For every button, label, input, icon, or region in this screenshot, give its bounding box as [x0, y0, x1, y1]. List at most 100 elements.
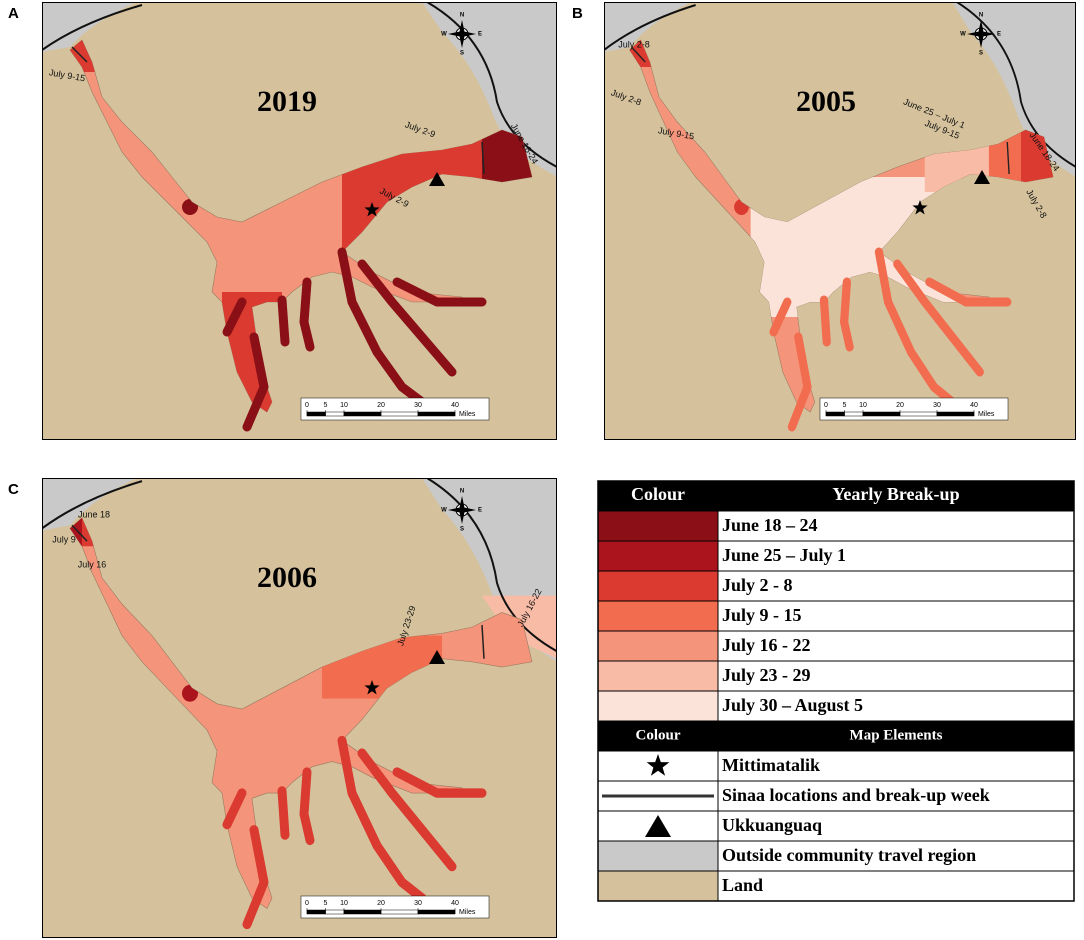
fjord-arm [337, 247, 427, 407]
scale-segment [380, 909, 419, 915]
star-marker [364, 202, 380, 217]
scale-segment [343, 411, 382, 417]
sinaa-line [481, 624, 485, 659]
scale-unit: Miles [459, 411, 476, 418]
legend-swatch [598, 511, 718, 541]
scale-tick-label: 40 [451, 402, 459, 409]
compass-letter: N [460, 13, 464, 19]
compass-letter: S [979, 51, 983, 57]
scale-tick-label: 0 [305, 402, 309, 409]
triangle-marker [429, 172, 445, 186]
scale-segment [325, 411, 345, 417]
scale-tick-label: 30 [933, 402, 941, 409]
scale-segment [899, 411, 938, 417]
star-marker [912, 200, 928, 215]
legend-swatch [598, 871, 718, 901]
scale-tick-label: 20 [377, 900, 385, 907]
legend-triangle [645, 815, 671, 837]
scale-segment [343, 909, 382, 915]
fjord-arm [840, 277, 854, 352]
fjord-arm [893, 259, 984, 377]
legend-label: July 16 - 22 [722, 635, 811, 655]
legend-label: June 18 – 24 [722, 515, 818, 535]
compass-letter: S [460, 51, 464, 57]
fjord-arm [874, 247, 957, 407]
legend-header-cell: Colour [636, 727, 681, 743]
triangle-marker [429, 650, 445, 664]
scale-tick-label: 5 [324, 402, 328, 409]
coastline [42, 4, 143, 51]
compass-letter: W [960, 32, 966, 38]
coastline [42, 480, 143, 530]
compass-letter: W [441, 508, 447, 514]
scale-segment [306, 909, 326, 915]
legend-swatch [598, 631, 718, 661]
scale-segment [825, 411, 845, 417]
fjord-arm [769, 297, 792, 337]
fjord-arm [925, 277, 1012, 307]
compass [448, 496, 476, 524]
legend-border [597, 480, 1075, 902]
scale-tick-label: 30 [414, 900, 422, 907]
year-label: 2005 [796, 85, 856, 118]
outside-region [42, 478, 137, 531]
legend-label: July 2 - 8 [722, 575, 793, 595]
compass-letter: E [478, 32, 482, 38]
scale-segment [325, 909, 345, 915]
legend-swatch [598, 541, 718, 571]
outside-region [422, 2, 557, 177]
scale-segment [417, 909, 456, 915]
scale-segment [936, 411, 975, 417]
legend-label: July 9 - 15 [722, 605, 802, 625]
compass-letter: W [441, 32, 447, 38]
fjord-arm [242, 332, 269, 432]
fjord-arm [299, 767, 315, 846]
coastline [426, 2, 557, 168]
fjord-arm [787, 332, 812, 432]
map-body [42, 2, 557, 440]
legend-label: Outside community travel region [722, 845, 976, 865]
triangle-marker [974, 170, 990, 184]
coastline [956, 2, 1076, 168]
sinaa-annotation: July 2-8 [618, 39, 650, 49]
scale-segment [844, 411, 864, 417]
panel-frame [42, 2, 557, 440]
legend-swatch [598, 841, 718, 871]
year-label: 2006 [257, 561, 317, 594]
sinaa-annotation: July 16 [78, 559, 107, 569]
panel-letter: A [8, 5, 19, 22]
scale-segment [417, 411, 456, 417]
outside-region [604, 2, 692, 52]
scale-tick-label: 10 [340, 402, 348, 409]
legend-swatch [598, 691, 718, 721]
legend-header-cell: Yearly Break-up [832, 484, 959, 504]
scale-tick-label: 0 [824, 402, 828, 409]
fjord-arm [299, 277, 315, 352]
scale-tick-label: 30 [414, 402, 422, 409]
scale-segment [380, 411, 419, 417]
coastline [604, 4, 696, 51]
scale-tick-label: 40 [970, 402, 978, 409]
fjord-arm [337, 735, 427, 903]
star-marker [364, 680, 380, 695]
scale-unit: Miles [978, 411, 995, 418]
map-geometry [42, 478, 557, 938]
scale-tick-label: 5 [324, 900, 328, 907]
sinaa-annotation: July 9 [52, 534, 76, 544]
panel-frame [42, 478, 557, 938]
legend-header-cell: Map Elements [850, 727, 943, 743]
compass [967, 20, 995, 48]
map-geometry [42, 2, 557, 440]
scale-tick-label: 5 [843, 402, 847, 409]
legend-label: July 23 - 29 [722, 665, 811, 685]
sinaa-line [1006, 141, 1010, 175]
compass [448, 20, 476, 48]
legend-label: June 25 – July 1 [722, 545, 846, 565]
compass-letter: N [460, 489, 464, 495]
scale-tick-label: 10 [340, 900, 348, 907]
legend-swatch [598, 661, 718, 691]
legend-label: Land [722, 875, 763, 895]
compass-letter: S [460, 527, 464, 533]
